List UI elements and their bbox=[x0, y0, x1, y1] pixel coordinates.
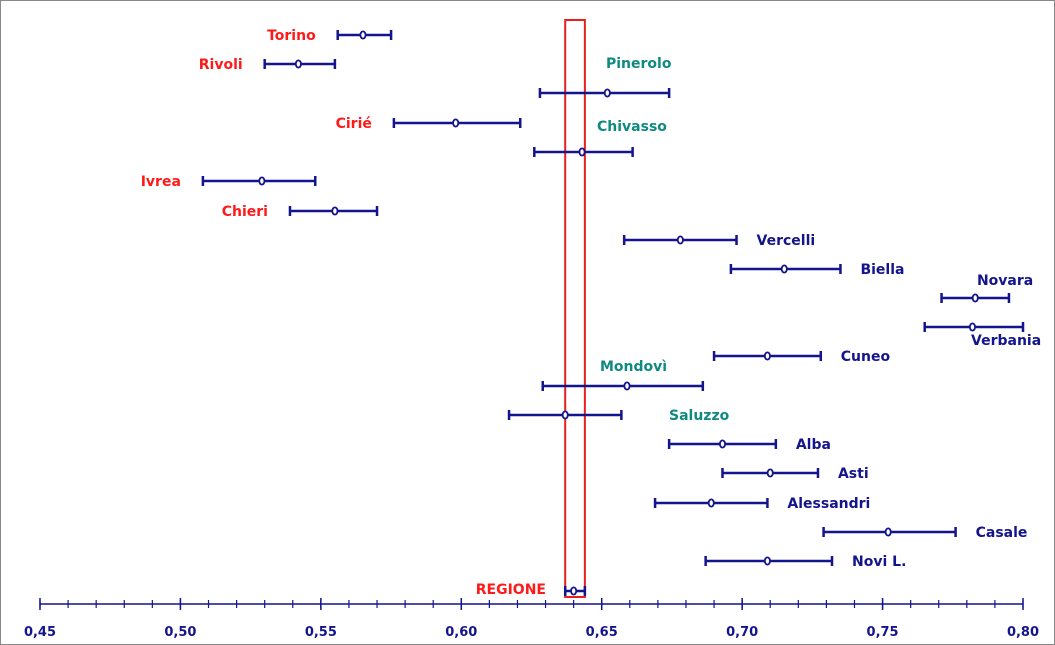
x-tick-label: 0,50 bbox=[164, 625, 196, 640]
error-bar-regione bbox=[563, 586, 587, 596]
point-estimate-marker bbox=[968, 322, 976, 332]
error-bar-novi-l bbox=[704, 556, 834, 566]
error-bar-alba bbox=[667, 439, 778, 449]
label-alessandri: Alessandri bbox=[787, 496, 870, 512]
error-bar-asti bbox=[721, 468, 820, 478]
error-bar-rivoli bbox=[263, 59, 337, 69]
point-estimate-marker bbox=[294, 59, 302, 69]
point-estimate-marker bbox=[676, 235, 684, 245]
point-estimate-marker bbox=[452, 118, 460, 128]
label-biella: Biella bbox=[860, 262, 904, 278]
point-estimate-marker bbox=[780, 264, 788, 274]
x-tick-label: 0,45 bbox=[24, 625, 56, 640]
error-bar-biella bbox=[729, 264, 842, 274]
regione-reference-band bbox=[564, 19, 586, 598]
x-tick-label: 0,60 bbox=[445, 625, 477, 640]
error-bar-pinerolo bbox=[538, 88, 671, 98]
point-estimate-marker bbox=[971, 293, 979, 303]
point-estimate-marker bbox=[718, 439, 726, 449]
label-alba: Alba bbox=[796, 437, 831, 453]
error-bar-alessandri bbox=[653, 498, 769, 508]
error-bar-saluzzo bbox=[507, 410, 623, 420]
error-bar-chieri bbox=[288, 206, 379, 216]
point-estimate-marker bbox=[258, 176, 266, 186]
x-axis: 0,45 0,50 0,55 0,60 0,65 0,70 0,75 0,80 bbox=[24, 598, 1039, 640]
label-verbania: Verbania bbox=[971, 333, 1041, 349]
label-rivoli: Rivoli bbox=[199, 57, 243, 73]
error-bar-cuneo bbox=[712, 351, 823, 361]
error-bar-vercelli bbox=[622, 235, 738, 245]
x-tick-label: 0,55 bbox=[305, 625, 337, 640]
label-novara: Novara bbox=[977, 273, 1033, 289]
point-estimate-marker bbox=[884, 527, 892, 537]
reference-band-layer bbox=[564, 19, 586, 598]
error-bar-casale bbox=[822, 527, 957, 537]
label-mondovi: Mondovì bbox=[600, 359, 667, 375]
label-chivasso: Chivasso bbox=[597, 119, 667, 135]
label-regione: REGIONE bbox=[476, 582, 546, 598]
error-bar-chivasso bbox=[533, 147, 634, 157]
error-bar-verbania bbox=[923, 322, 1025, 332]
x-tick-label: 0,75 bbox=[867, 625, 899, 640]
label-saluzzo: Saluzzo bbox=[669, 408, 730, 424]
labels-layer: Torino Rivoli Pinerolo Cirié Chivasso Ivrea Ch… bbox=[141, 28, 1041, 598]
label-torino: Torino bbox=[267, 28, 316, 44]
label-chieri: Chieri bbox=[222, 204, 268, 220]
point-estimate-marker bbox=[578, 147, 586, 157]
label-pinerolo: Pinerolo bbox=[606, 56, 672, 72]
x-tick-label: 0,70 bbox=[726, 625, 758, 640]
x-tick-label: 0,80 bbox=[1007, 625, 1039, 640]
error-bar-novara bbox=[940, 293, 1011, 303]
point-estimate-marker bbox=[763, 351, 771, 361]
label-cirie: Cirié bbox=[336, 116, 372, 132]
error-bar-mondovi bbox=[541, 381, 705, 391]
point-estimate-marker bbox=[766, 468, 774, 478]
point-estimate-marker bbox=[763, 556, 771, 566]
x-tick-label: 0,65 bbox=[586, 625, 618, 640]
label-ivrea: Ivrea bbox=[141, 174, 181, 190]
label-cuneo: Cuneo bbox=[841, 349, 891, 365]
label-vercelli: Vercelli bbox=[757, 233, 816, 249]
point-estimate-marker bbox=[331, 206, 339, 216]
error-bar-torino bbox=[336, 30, 393, 40]
point-estimate-marker bbox=[561, 410, 569, 420]
point-estimate-marker bbox=[570, 586, 578, 596]
error-bar-ivrea bbox=[201, 176, 317, 186]
error-bars-layer bbox=[201, 30, 1025, 596]
point-estimate-marker bbox=[623, 381, 631, 391]
point-estimate-marker bbox=[603, 88, 611, 98]
label-asti: Asti bbox=[838, 466, 869, 482]
label-casale: Casale bbox=[976, 525, 1028, 541]
error-bar-cirie bbox=[392, 118, 522, 128]
label-novi-l: Novi L. bbox=[852, 554, 906, 570]
point-estimate-marker bbox=[707, 498, 715, 508]
point-estimate-marker bbox=[359, 30, 367, 40]
